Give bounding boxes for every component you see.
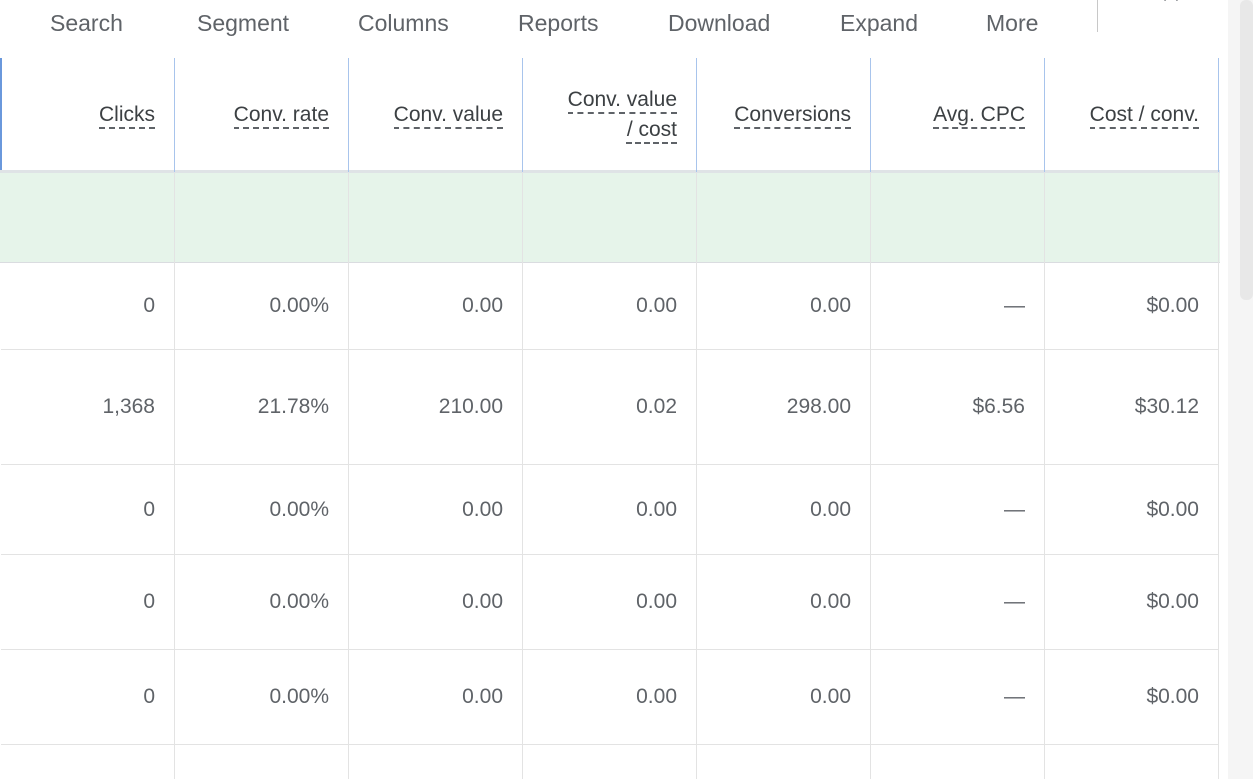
table-cell: $0.00: [1045, 465, 1219, 555]
header-bottom-border: [0, 170, 1220, 173]
cell-border: [1045, 173, 1219, 262]
table-cell: $30.12: [1045, 350, 1219, 465]
table-cell: 0.00: [697, 555, 871, 650]
table-cell: 0.00: [523, 465, 697, 555]
table-cell: 0.00: [349, 555, 523, 650]
table-cell: 0: [1, 262, 175, 350]
toolbar-divider: [1097, 0, 1098, 32]
table-cell: 298.00: [697, 350, 871, 465]
cell-border: [1, 173, 175, 262]
toolbar-button[interactable]: Download: [668, 10, 771, 36]
cell-border: [523, 173, 697, 262]
cell-border: [697, 745, 871, 779]
table-cell: 0.02: [523, 350, 697, 465]
toolbar-button[interactable]: Reports: [518, 10, 599, 36]
close-icon[interactable]: [1160, 0, 1192, 10]
table-cell: $6.56: [871, 350, 1045, 465]
table-cell: 0.00: [697, 465, 871, 555]
toolbar-button[interactable]: More: [986, 10, 1039, 36]
table-cell: $0.00: [1045, 555, 1219, 650]
table-cell: 0.00: [523, 262, 697, 350]
table-cell: 0.00%: [175, 262, 349, 350]
column-header-label: Conv. value / cost: [567, 88, 677, 141]
cell-border: [871, 173, 1045, 262]
column-header[interactable]: Conv. value / cost: [523, 58, 697, 172]
table-cell: 21.78%: [175, 350, 349, 465]
scrollbar-thumb[interactable]: [1240, 0, 1253, 300]
toolbar-button[interactable]: Columns: [358, 10, 449, 36]
table-cell: 0.00%: [175, 650, 349, 745]
column-header-label: Avg. CPC: [933, 103, 1025, 126]
table-cell: —: [871, 262, 1045, 350]
column-header-label: Cost / conv.: [1089, 103, 1199, 126]
toolbar-button[interactable]: Expand: [840, 10, 919, 36]
column-header[interactable]: Avg. CPC: [871, 58, 1045, 172]
table-cell: 0: [1, 650, 175, 745]
table-cell: 0.00: [349, 465, 523, 555]
table-cell: 0.00: [697, 650, 871, 745]
cell-border: [1, 745, 175, 779]
column-header-label: Conv. rate: [233, 103, 329, 126]
table-cell: 0.00: [349, 650, 523, 745]
column-header[interactable]: Clicks: [1, 58, 175, 172]
table-cell: 0.00: [349, 262, 523, 350]
table-cell: 0.00%: [175, 555, 349, 650]
column-header[interactable]: Cost / conv.: [1045, 58, 1219, 172]
column-header[interactable]: Conversions: [697, 58, 871, 172]
table-cell: 0.00%: [175, 465, 349, 555]
cell-border: [175, 173, 349, 262]
table-cell: —: [871, 465, 1045, 555]
column-header-label: Conversions: [734, 103, 851, 126]
total-row: [0, 173, 1220, 263]
table-cell: 0: [1, 465, 175, 555]
cell-border: [349, 745, 523, 779]
cell-border: [523, 745, 697, 779]
table-cell: —: [871, 650, 1045, 745]
table-cell: $0.00: [1045, 650, 1219, 745]
column-header-label: Conv. value: [393, 103, 503, 126]
table-cell: 0: [1, 555, 175, 650]
table-cell: 0.00: [523, 650, 697, 745]
toolbar-button[interactable]: Search: [50, 10, 123, 36]
column-header[interactable]: Conv. value: [349, 58, 523, 172]
column-header-label: Clicks: [99, 103, 155, 126]
column-header[interactable]: Conv. rate: [175, 58, 349, 172]
table-cell: $0.00: [1045, 262, 1219, 350]
table-cell: 0.00: [697, 262, 871, 350]
toolbar-button[interactable]: Segment: [197, 10, 290, 36]
cell-border: [1045, 745, 1219, 779]
cell-border: [871, 745, 1045, 779]
cell-border: [349, 173, 523, 262]
table-cell: —: [871, 555, 1045, 650]
header-left-border: [0, 58, 2, 172]
table-cell: 210.00: [349, 350, 523, 465]
cell-border: [175, 745, 349, 779]
table-cell: 0.00: [523, 555, 697, 650]
cell-border: [697, 173, 871, 262]
table-cell: 1,368: [1, 350, 175, 465]
